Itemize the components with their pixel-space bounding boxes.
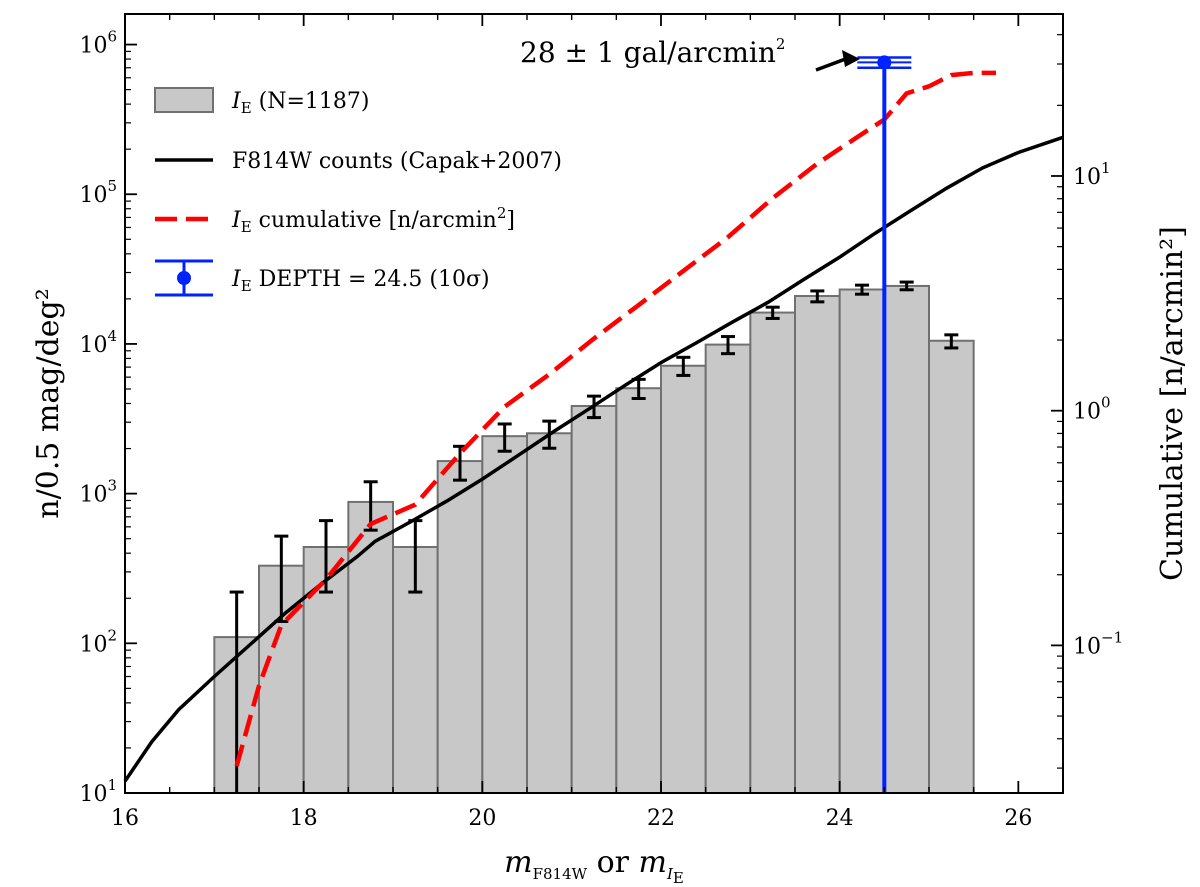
x-tick-label: 20	[468, 806, 496, 831]
histogram-bar	[704, 343, 752, 794]
histogram-bar	[570, 404, 618, 794]
annotation-arrow-head	[842, 50, 860, 68]
legend: IE (N=1187) F814W counts (Capak+2007) IE c…	[154, 87, 562, 297]
x-axis-label: mF814W or mIE	[504, 845, 684, 887]
x-tick-label: 22	[647, 806, 675, 831]
legend-capak-label: F814W counts (Capak+2007)	[232, 149, 562, 174]
y-left-tick-label: 101	[79, 776, 117, 807]
legend-hist-swatch	[154, 87, 214, 113]
y-left-tick-label: 106	[79, 28, 117, 59]
annotation-text: 28 ± 1 gal/arcmin2	[520, 35, 785, 69]
depth-marker	[857, 55, 912, 793]
series-lines	[123, 70, 1064, 783]
y-right-tick-label: 10−1	[1073, 628, 1123, 659]
y-right-axis-label: Cumulative [n/arcmin²]	[1155, 226, 1190, 581]
y-left-tick-label: 105	[79, 177, 117, 208]
axis-labels: mF814W or mIE n/0.5 mag/deg² Cumulative [n…	[31, 226, 1190, 887]
histogram-bar	[615, 387, 662, 794]
histogram-bar	[928, 339, 975, 794]
x-tick-label: 18	[290, 806, 318, 831]
y-right-tick-label: 100	[1073, 394, 1111, 425]
annotation: 28 ± 1 gal/arcmin2	[520, 35, 860, 72]
cumulative-line	[234, 70, 996, 767]
annotation-arrow-shaft	[815, 56, 849, 72]
legend-hist-label: IE (N=1187)	[231, 89, 370, 117]
histogram-bar	[481, 435, 529, 794]
axis-ticks: 16 18 20 22 24 26 101 102 103 104 105 106 10−1 100 101	[79, 14, 1123, 831]
x-tick-label: 16	[111, 806, 139, 831]
y-left-tick-label: 102	[79, 626, 117, 657]
histogram-bar	[794, 295, 841, 794]
y-left-axis-label: n/0.5 mag/deg²	[31, 288, 66, 519]
histogram-bar	[749, 311, 796, 794]
x-tick-label: 24	[826, 806, 854, 831]
histogram-bar	[838, 288, 886, 794]
y-left-tick-label: 104	[79, 327, 117, 358]
x-tick-label: 26	[1004, 806, 1032, 831]
histogram-bar	[436, 460, 484, 794]
legend-depth-label: IE DEPTH = 24.5 (10σ)	[231, 267, 490, 295]
depth-point	[877, 55, 892, 70]
histogram-bars	[213, 284, 975, 794]
histogram-bar	[660, 364, 707, 794]
y-left-tick-label: 103	[79, 477, 117, 508]
legend-cumulative-label: IE cumulative [n/arcmin2]	[231, 204, 515, 236]
histogram-bar	[526, 432, 573, 794]
capak-counts-line	[123, 135, 1064, 783]
y-right-tick-label: 101	[1073, 159, 1111, 190]
histogram-bar	[883, 284, 930, 794]
legend-depth-swatch-point	[177, 271, 191, 285]
